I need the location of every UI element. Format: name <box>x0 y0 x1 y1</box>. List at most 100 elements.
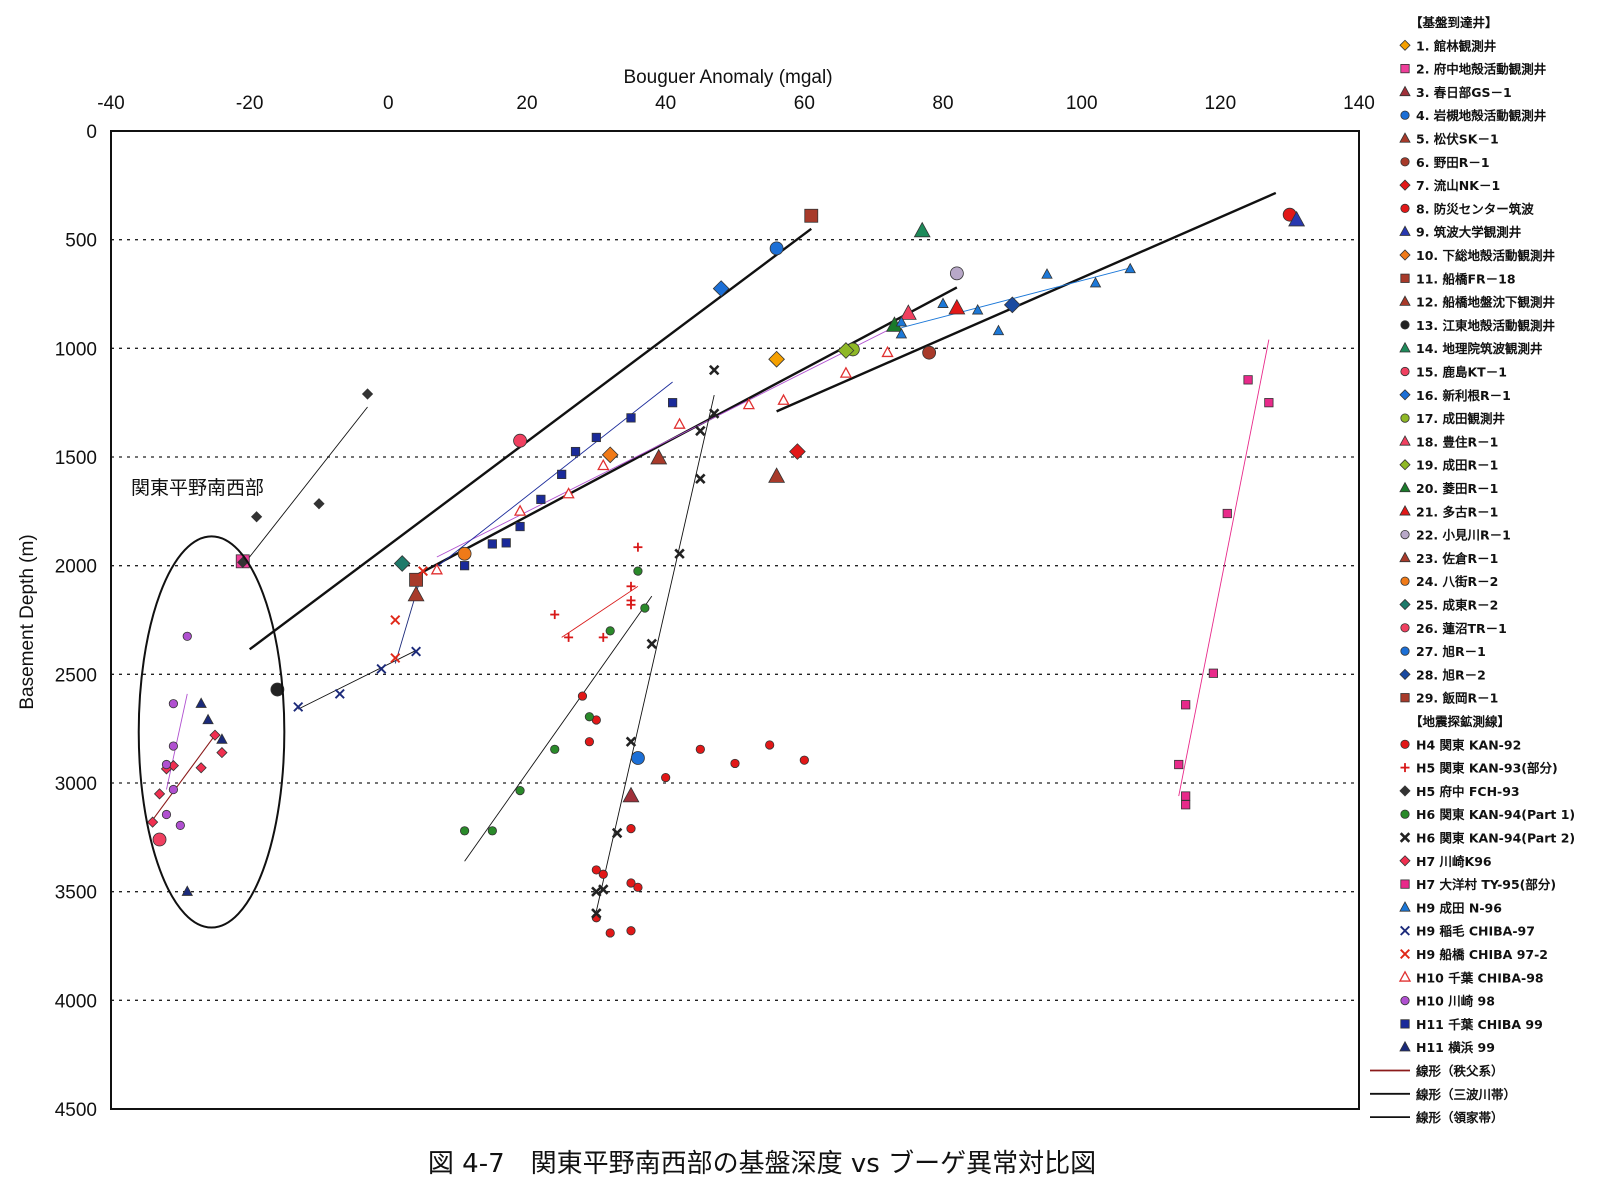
data-point <box>536 494 546 504</box>
data-point <box>601 446 619 464</box>
y-tick-labels: 0 500 1000 1500 2000 2500 3000 3500 4000 4500 <box>55 122 97 1121</box>
data-point <box>1003 296 1021 314</box>
data-point <box>202 713 214 725</box>
data-point <box>577 691 588 701</box>
data-point <box>376 663 387 674</box>
data-point <box>948 298 966 315</box>
legend-marker <box>1400 110 1410 120</box>
data-point <box>270 682 285 697</box>
legend-item-label: 27. 旭R－1 <box>1416 644 1486 659</box>
legend-marker <box>1400 949 1410 959</box>
legend-item-label: 20. 菱田R－1 <box>1416 481 1498 496</box>
legend-item-label: H7 大洋村 TY-95(部分) <box>1416 877 1556 892</box>
trend-line <box>436 322 902 558</box>
legend-marker <box>1400 693 1410 703</box>
legend-marker <box>1399 459 1411 471</box>
legend-marker <box>1399 249 1411 261</box>
data-point <box>839 366 853 378</box>
data-point <box>804 208 819 223</box>
trend-line <box>152 734 216 821</box>
legend-marker <box>1399 668 1411 681</box>
data-point <box>591 432 601 443</box>
data-point <box>181 885 193 896</box>
data-point <box>182 631 192 641</box>
legend-item-label: 線形（領家帯） <box>1416 1110 1504 1125</box>
data-point <box>591 865 601 875</box>
figure-caption: 図 4-7 関東平野南西部の基盤深度 vs ブーゲ異常対比図 <box>428 1149 1096 1179</box>
data-point <box>390 615 401 625</box>
data-point <box>695 744 705 754</box>
legend-marker <box>1400 366 1410 377</box>
legend-item-label: H10 川崎 98 <box>1416 994 1495 1009</box>
trend-line <box>436 381 673 568</box>
data-point <box>895 327 908 339</box>
x-tick-labels: -40 -20 0 20 40 60 80 100 120 140 <box>97 93 1375 114</box>
data-point <box>591 908 602 919</box>
legend-item-label: 6. 野田R－1 <box>1416 155 1490 170</box>
legend-item-label: H5 府中 FCH-93 <box>1416 784 1520 799</box>
y-tick-label: 4500 <box>55 1100 97 1121</box>
legend-item-label: H6 関東 KAN-94(Part 2) <box>1416 831 1575 846</box>
data-point <box>1181 700 1191 710</box>
legend-item-label: H9 船橋 CHIBA 97-2 <box>1416 947 1548 962</box>
legend-item-label: 3. 春日部GS－1 <box>1416 85 1512 100</box>
legend-marker <box>1399 505 1411 516</box>
legend-item-label: 9. 筑波大学観測井 <box>1416 225 1522 240</box>
trend-line <box>901 267 1131 329</box>
data-point <box>922 345 937 360</box>
data-point <box>1264 398 1274 408</box>
data-point <box>557 469 567 479</box>
legend-marker <box>1400 320 1410 330</box>
legend-item-label: 線形（三波川帯） <box>1416 1087 1516 1102</box>
data-point <box>937 297 949 308</box>
data-point <box>146 816 159 828</box>
legend-marker <box>1399 832 1411 843</box>
data-point <box>501 538 511 548</box>
legend-marker <box>1400 646 1410 656</box>
data-point <box>168 784 178 795</box>
data-point <box>457 546 472 561</box>
legend-item-label: 8. 防災センター筑波 <box>1416 201 1534 216</box>
x-axis-title: Bouguer Anomaly (mgal) <box>623 67 832 88</box>
y-tick-label: 1000 <box>55 339 97 360</box>
region-annotation: 関東平野南西部 <box>131 477 264 499</box>
legend: 【基盤到達井】 1. 館林観測井 2. 府中地殻活動観測井 3. 春日部GS－1 4. … <box>1370 15 1575 1125</box>
legend-item-label: 29. 飯岡R－1 <box>1416 691 1498 706</box>
legend-marker <box>1399 435 1411 446</box>
data-point <box>598 632 608 642</box>
legend-marker <box>1399 225 1411 236</box>
legend-item-label: 2. 府中地殻活動観測井 <box>1416 62 1547 77</box>
data-point <box>695 425 706 437</box>
data-point <box>1124 262 1136 274</box>
legend-item-label: 11. 船橋FR－18 <box>1416 271 1516 286</box>
data-point <box>513 504 527 516</box>
data-point <box>626 926 636 936</box>
legend-marker <box>1400 529 1410 540</box>
x-tick-label: 120 <box>1204 93 1236 114</box>
data-point <box>712 280 730 297</box>
legend-item-label: 24. 八街R－2 <box>1416 574 1498 589</box>
legend-item-label: 15. 鹿島KT－1 <box>1416 365 1507 380</box>
legend-marker <box>1400 413 1410 423</box>
data-point <box>742 398 756 410</box>
legend-marker <box>1399 132 1411 143</box>
data-point <box>605 928 615 938</box>
x-tick-label: -20 <box>236 93 263 114</box>
data-point <box>789 443 806 460</box>
data-point <box>570 446 581 457</box>
data-point <box>361 388 374 400</box>
legend-item-label: 14. 地理院筑波観測井 <box>1416 341 1543 356</box>
data-point <box>153 788 166 800</box>
data-point <box>487 826 497 836</box>
legend-marker <box>1399 901 1411 912</box>
legend-marker <box>1400 879 1410 889</box>
y-tick-label: 500 <box>65 231 97 252</box>
legend-item-label: 28. 旭R－2 <box>1416 667 1486 682</box>
data-point <box>626 824 636 834</box>
data-point <box>161 759 172 770</box>
data-point <box>633 882 643 892</box>
legend-marker <box>1400 157 1410 167</box>
data-point <box>626 600 636 610</box>
trend-line <box>248 227 812 651</box>
data-point <box>626 878 636 888</box>
